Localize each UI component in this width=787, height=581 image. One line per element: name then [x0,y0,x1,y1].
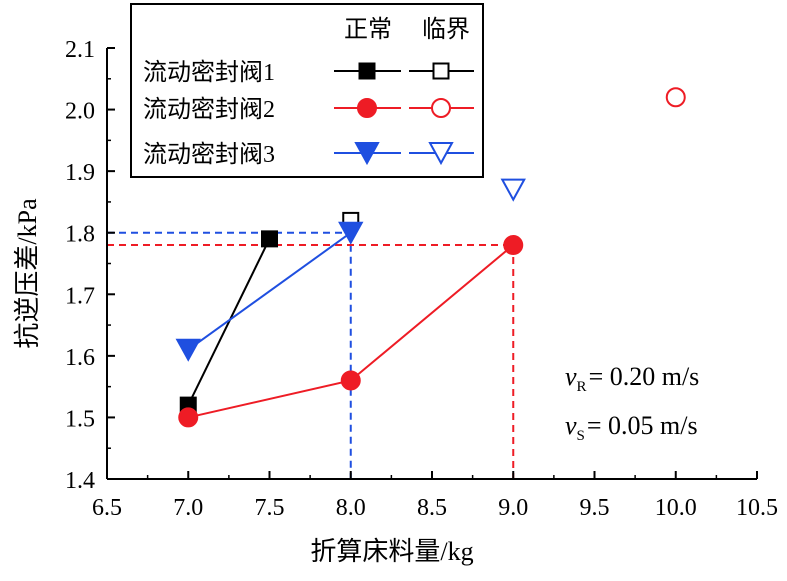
y-tick-label: 2.0 [65,99,95,125]
x-axis-label: 折算床料量/kg [310,537,473,566]
vR-value: = 0.20 m/s [589,362,700,391]
legend-marker-normal-1 [358,62,376,80]
legend-label-3: 流动密封阀3 [143,141,275,168]
vR-subscript: R [577,379,587,395]
x-tick-label: 8.0 [336,495,366,521]
y-tick-label: 1.8 [65,222,95,248]
x-tick-label: 8.5 [417,495,447,521]
legend-label-2: 流动密封阀2 [143,96,275,123]
x-tick-label: 10.5 [736,495,778,521]
y-tick-label: 1.9 [65,160,95,186]
legend-header-normal: 正常 [344,16,392,43]
series-line-1 [187,238,271,406]
legend-box [130,3,484,178]
vS-symbol: v [565,411,577,440]
x-tick-label: 6.5 [92,495,122,521]
legend-header-critical: 临界 [422,16,470,43]
series-layer [175,87,686,428]
data-point-s3-1 [178,407,199,428]
vS-annotation: vS= 0.05 m/s [565,411,698,444]
data-point-s3-3 [503,235,524,256]
y-tick-label: 1.7 [65,283,95,309]
x-tick-label: 9.0 [498,495,528,521]
vR-symbol: v [565,362,577,391]
series-line-5 [187,231,352,351]
legend-marker-normal-3 [354,142,380,166]
legend-marker-critical-3 [428,142,454,166]
reference-lines [107,231,515,479]
annotations: vR= 0.20 m/svS= 0.05 m/s [565,362,699,444]
y-tick-label: 1.4 [65,468,95,494]
data-point-s3-2 [340,370,361,391]
legend-marker-critical-2 [431,98,451,118]
x-tick-label: 7.5 [255,495,285,521]
vS-subscript: S [577,428,585,444]
x-tick-label: 10.0 [655,495,697,521]
data-point-s5-2 [338,221,364,245]
data-point-s4-1 [665,87,686,108]
y-tick-label: 1.5 [65,406,95,432]
x-tick-label: 9.5 [580,495,610,521]
data-point-s5-1 [175,338,201,362]
vS-value: = 0.05 m/s [587,411,698,440]
vR-annotation: vR= 0.20 m/s [565,362,699,395]
axes: 6.5 7.0 7.5 8.0 8.5 9.0 9.5 10.0 10.5 1.4 1.5 1.6 1.… [13,37,778,566]
y-axis-label: 抗逆压差/kPa [13,198,42,349]
y-tick-label: 1.6 [65,345,95,371]
data-point-s6-1 [500,178,526,202]
legend-marker-critical-1 [432,62,450,80]
legend-label-1: 流动密封阀1 [143,59,275,86]
x-tick-label: 7.0 [173,495,203,521]
legend-marker-normal-2 [357,98,377,118]
y-tick-label: 2.1 [65,37,95,63]
data-point-s1-2 [261,230,278,248]
